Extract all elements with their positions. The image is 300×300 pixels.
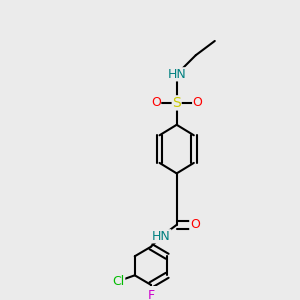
Text: S: S: [172, 96, 181, 110]
Text: Cl: Cl: [112, 274, 125, 287]
Text: O: O: [193, 96, 202, 110]
Text: O: O: [151, 96, 161, 110]
Text: O: O: [190, 218, 200, 231]
Text: HN: HN: [152, 230, 171, 243]
Text: F: F: [147, 289, 155, 300]
Text: HN: HN: [167, 68, 186, 81]
